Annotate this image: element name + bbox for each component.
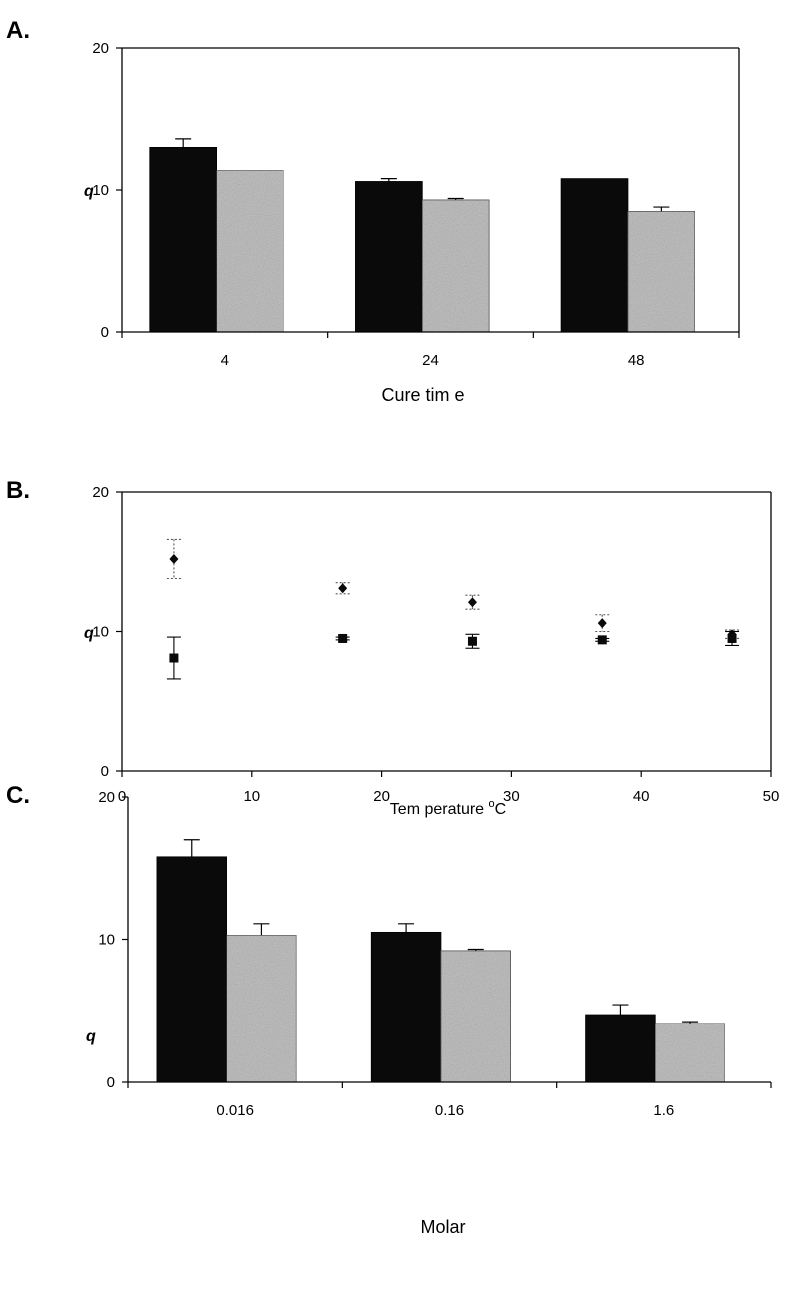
diamond-point — [338, 583, 348, 594]
y-tick-label: 20 — [98, 789, 115, 806]
bar-dark — [560, 178, 629, 333]
bar-light — [421, 199, 490, 333]
y-tick-label: 0 — [101, 763, 109, 780]
x-tick-label: 40 — [633, 788, 650, 805]
x-tick-label: 1.6 — [653, 1102, 674, 1119]
diamond-point — [169, 553, 179, 564]
x-tick-label: 20 — [373, 788, 390, 805]
panel-c-bar-chart: C. 0 10 20 0.016 0.16 1.6 q Molar — [6, 782, 772, 1237]
panel-b-x-axis-label: Tem perature oC — [390, 798, 506, 818]
panel-c-ticks: 0 10 20 0.016 0.16 1.6 — [98, 789, 772, 1119]
panel-a-marks — [149, 138, 696, 333]
x-tick-label: 24 — [422, 352, 439, 369]
panel-a-bar-chart: A. 0 10 20 4 24 48 q Cure tim e — [6, 17, 740, 405]
y-tick-label: 0 — [101, 324, 109, 341]
panel-b-ticks: 0102001020304050 — [92, 484, 779, 805]
panel-a-y-axis-label: q — [84, 183, 94, 200]
bar-light — [654, 1023, 726, 1083]
panel-b-marks — [166, 538, 740, 680]
bar-light — [627, 210, 696, 333]
x-tick-label: 0.16 — [435, 1102, 464, 1119]
panel-c-label: C. — [6, 782, 30, 809]
panel-c-x-axis-label: Molar — [420, 1217, 465, 1237]
panel-c-marks — [156, 839, 726, 1083]
bar-dark — [355, 181, 423, 333]
panel-a-x-axis-label: Cure tim e — [381, 385, 464, 405]
x-tick-label: 30 — [503, 788, 520, 805]
panel-a-ticks: 0 10 20 4 24 48 — [92, 40, 740, 369]
square-point — [338, 633, 348, 643]
x-tick-label: 50 — [763, 788, 780, 805]
panel-b-y-axis-label: q — [84, 625, 94, 642]
bar-dark — [585, 1014, 656, 1083]
panel-b-scatter-chart: B. 0102001020304050 q Tem perature oC — [6, 477, 779, 818]
y-tick-label: 10 — [92, 182, 109, 199]
panel-c-y-axis-label: q — [86, 1028, 96, 1045]
y-tick-label: 20 — [92, 484, 109, 501]
x-tick-label: 0.016 — [216, 1102, 254, 1119]
square-point — [467, 636, 477, 646]
bar-light — [216, 169, 284, 333]
x-tick-label: 10 — [243, 788, 260, 805]
bar-light — [226, 934, 297, 1083]
square-point — [169, 653, 179, 663]
panel-a-label: A. — [6, 17, 30, 44]
square-point — [727, 633, 737, 643]
bar-dark — [156, 856, 227, 1083]
diamond-point — [467, 597, 477, 608]
y-tick-label: 10 — [98, 932, 115, 949]
y-tick-label: 20 — [92, 40, 109, 57]
x-tick-label: 4 — [221, 352, 229, 369]
panel-b-x-axis-label-degree: o — [489, 798, 495, 810]
diamond-point — [597, 618, 607, 629]
panel-b-label: B. — [6, 477, 30, 504]
bar-dark — [149, 146, 218, 333]
panel-b-x-axis-label-text: Tem perature — [390, 801, 489, 818]
bar-dark — [370, 931, 442, 1083]
bar-light — [440, 950, 511, 1083]
panel-b-x-axis-label-unit: C — [495, 801, 507, 818]
x-tick-label: 48 — [628, 352, 645, 369]
y-tick-label: 10 — [92, 624, 109, 641]
square-point — [597, 635, 607, 645]
y-tick-label: 0 — [107, 1074, 115, 1091]
